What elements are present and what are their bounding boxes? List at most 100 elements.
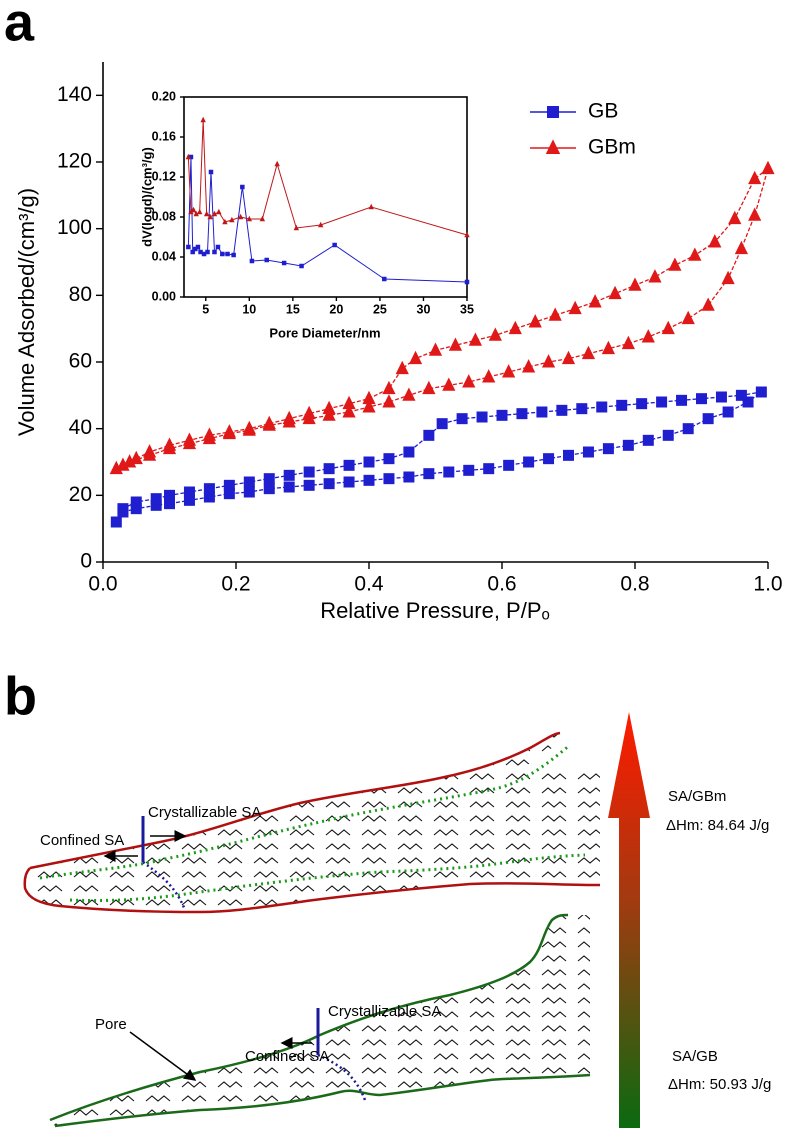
y-tick-label: 80 bbox=[69, 283, 92, 306]
data-point bbox=[182, 432, 197, 446]
data-point bbox=[696, 393, 707, 405]
data-point bbox=[242, 420, 256, 435]
data-point bbox=[382, 276, 387, 282]
data-point bbox=[408, 350, 423, 365]
data-point bbox=[661, 320, 675, 335]
x-tick-label: 10 bbox=[242, 303, 256, 317]
data-point bbox=[395, 360, 409, 375]
label: Confined SA bbox=[245, 1048, 329, 1065]
data-point bbox=[186, 244, 191, 250]
data-point bbox=[464, 231, 470, 238]
data-point bbox=[283, 469, 295, 481]
data-point bbox=[423, 468, 435, 480]
data-point bbox=[117, 503, 129, 515]
data-point bbox=[748, 207, 762, 221]
data-point bbox=[342, 404, 356, 418]
x-tick-label: 0.4 bbox=[354, 572, 384, 595]
data-point bbox=[162, 437, 177, 451]
data-point bbox=[448, 337, 463, 351]
data-point bbox=[150, 493, 162, 505]
panel-label: a bbox=[4, 0, 35, 52]
label: Pore bbox=[95, 1016, 127, 1033]
y-tick-label: 0.16 bbox=[152, 129, 176, 143]
data-point bbox=[443, 466, 455, 478]
label: Confined SA bbox=[40, 832, 124, 849]
data-point bbox=[264, 257, 269, 263]
data-point bbox=[576, 403, 588, 415]
data-point bbox=[222, 218, 228, 225]
x-axis-label: Pore Diameter/nm bbox=[269, 325, 380, 340]
data-point bbox=[682, 423, 694, 435]
data-point bbox=[164, 489, 175, 501]
data-point bbox=[483, 463, 495, 475]
data-point bbox=[676, 394, 688, 406]
data-point bbox=[362, 390, 376, 405]
data-point bbox=[442, 377, 456, 391]
y-tick-label: 100 bbox=[57, 216, 92, 239]
data-point bbox=[198, 249, 203, 255]
data-point bbox=[715, 391, 727, 403]
data-point bbox=[183, 486, 195, 498]
data-point bbox=[428, 342, 443, 356]
data-point bbox=[755, 386, 767, 398]
data-point bbox=[164, 498, 175, 510]
data-point bbox=[596, 401, 608, 413]
x-tick-label: 35 bbox=[460, 303, 474, 317]
x-tick-label: 20 bbox=[329, 303, 343, 317]
x-tick-label: 5 bbox=[202, 303, 209, 317]
data-point bbox=[468, 332, 482, 346]
data-point bbox=[536, 406, 548, 418]
data-point bbox=[246, 215, 253, 222]
series-line bbox=[116, 166, 770, 470]
data-point bbox=[323, 478, 335, 490]
data-point bbox=[648, 269, 662, 283]
data-point bbox=[601, 340, 615, 355]
data-point bbox=[332, 242, 337, 248]
data-point bbox=[422, 380, 436, 395]
x-tick-label: 0.0 bbox=[88, 572, 117, 595]
data-point bbox=[231, 252, 236, 258]
data-point bbox=[368, 203, 374, 210]
data-point bbox=[748, 170, 762, 185]
data-point bbox=[383, 453, 395, 465]
data-point bbox=[318, 221, 324, 228]
data-point bbox=[188, 208, 194, 215]
data-point bbox=[205, 249, 210, 255]
label: Crystallizable SA bbox=[148, 804, 261, 821]
y-tick-label: 0 bbox=[80, 550, 92, 573]
data-point bbox=[215, 244, 221, 250]
data-point bbox=[734, 240, 748, 255]
data-point bbox=[190, 249, 195, 255]
data-point bbox=[608, 285, 622, 300]
data-point bbox=[188, 154, 194, 160]
data-point bbox=[342, 395, 356, 410]
data-point bbox=[223, 479, 235, 491]
data-point bbox=[464, 279, 470, 285]
data-point bbox=[343, 459, 355, 471]
y-tick-label: 120 bbox=[57, 150, 92, 173]
x-tick-label: 30 bbox=[417, 303, 431, 317]
data-point bbox=[556, 404, 568, 416]
y-tick-label: 60 bbox=[69, 350, 92, 373]
data-point bbox=[293, 224, 300, 231]
data-point bbox=[581, 345, 596, 360]
data-point bbox=[561, 350, 576, 365]
data-point bbox=[200, 116, 206, 123]
data-point bbox=[735, 389, 747, 401]
x-tick-label: 25 bbox=[373, 303, 387, 317]
legend-marker bbox=[545, 139, 561, 154]
data-point bbox=[543, 453, 555, 465]
sample-label: SA/GB bbox=[672, 1048, 718, 1065]
data-point bbox=[568, 300, 582, 315]
data-point bbox=[202, 427, 216, 441]
x-tick-label: 15 bbox=[286, 303, 300, 317]
data-point bbox=[582, 446, 594, 458]
data-point bbox=[323, 463, 335, 475]
data-point bbox=[322, 400, 336, 415]
data-point bbox=[528, 314, 542, 328]
data-point bbox=[322, 407, 336, 421]
enthalpy-label: ΔHm: 84.64 J/g bbox=[666, 817, 769, 834]
data-point bbox=[262, 415, 276, 430]
data-point bbox=[363, 474, 375, 486]
data-point bbox=[616, 399, 628, 411]
